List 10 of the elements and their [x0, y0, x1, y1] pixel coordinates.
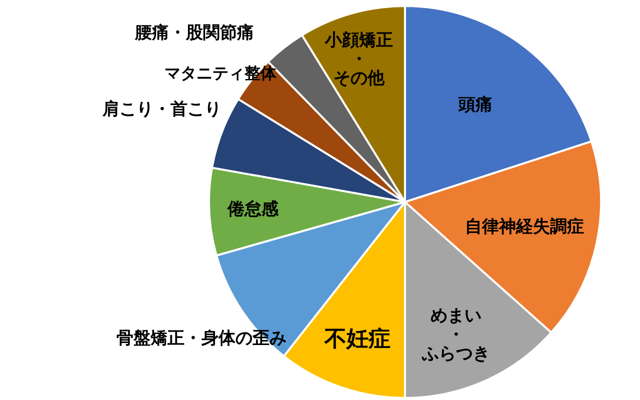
slice-label: 骨盤矯正・身体の歪み — [116, 328, 287, 348]
slice-label: 肩こり・首こり — [102, 99, 222, 120]
slice-label: 不妊症 — [324, 327, 391, 352]
slice-label: 腰痛・股関節痛 — [134, 23, 254, 44]
slice-label: 頭痛 — [458, 94, 493, 115]
slice-label: めまい・ふらつき — [421, 306, 490, 364]
slice-label: マタニティ整体 — [164, 63, 278, 82]
slice-label: 倦怠感 — [226, 200, 280, 220]
slice-label: 自律神経失調症 — [464, 217, 584, 238]
slice-label: 小顔矯正・その他 — [324, 30, 394, 88]
